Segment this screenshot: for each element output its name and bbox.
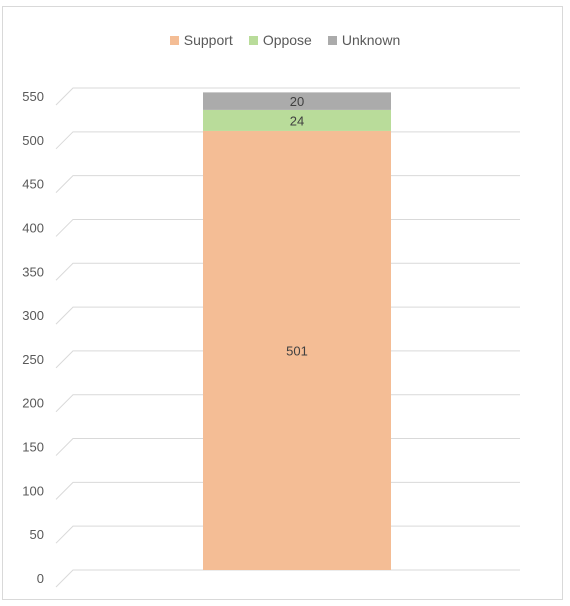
data-label-unknown: 20 [290, 94, 304, 109]
data-label-oppose: 24 [290, 113, 304, 128]
y-tick-label: 0 [37, 571, 44, 586]
y-tick-label: 550 [22, 89, 44, 104]
legend-label: Oppose [262, 32, 312, 48]
y-tick-label: 100 [22, 483, 44, 498]
legend-item-oppose: Oppose [248, 32, 312, 48]
y-tick-label: 150 [22, 440, 44, 455]
y-tick-label: 250 [22, 352, 44, 367]
legend-label: Support [183, 32, 233, 48]
y-tick-label: 200 [22, 396, 44, 411]
y-tick-label: 450 [22, 177, 44, 192]
y-tick-label: 50 [30, 527, 44, 542]
y-tick-label: 400 [22, 220, 44, 235]
legend-swatch [248, 35, 258, 45]
legend-swatch [327, 35, 337, 45]
gridline [55, 87, 520, 106]
legend-item-unknown: Unknown [327, 32, 401, 48]
bar-segment-unknown [203, 92, 391, 110]
y-tick-label: 500 [22, 133, 44, 148]
bar-segment-oppose [203, 109, 391, 131]
gridline [55, 569, 520, 588]
legend-item-support: Support [169, 32, 233, 48]
bar-segment-support [203, 130, 391, 570]
chart-legend: Support Oppose Unknown [0, 25, 570, 55]
y-tick-label: 300 [22, 308, 44, 323]
legend-label: Unknown [341, 32, 401, 48]
y-tick-label: 350 [22, 264, 44, 279]
data-label-support: 501 [286, 343, 308, 358]
legend-swatch [169, 35, 179, 45]
